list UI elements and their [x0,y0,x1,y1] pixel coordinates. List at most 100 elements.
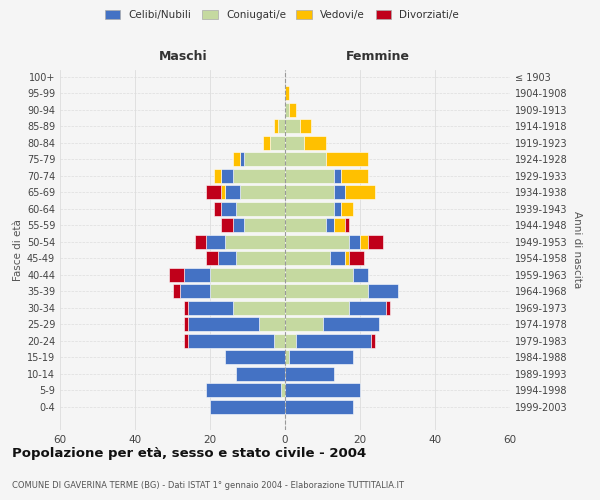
Bar [367,234,383,249]
Bar [221,218,233,232]
Bar [285,103,289,117]
Bar [195,234,206,249]
Bar [349,300,386,314]
Bar [285,202,334,216]
Bar [184,268,210,281]
Bar [285,120,300,134]
Bar [187,300,233,314]
Bar [233,152,240,166]
Bar [180,284,210,298]
Bar [173,284,180,298]
Bar [285,366,334,380]
Bar [345,186,375,200]
Bar [341,169,367,183]
Bar [184,317,187,331]
Bar [371,334,375,347]
Y-axis label: Anni di nascita: Anni di nascita [572,212,582,288]
Bar [300,120,311,134]
Bar [285,400,353,413]
Bar [225,350,285,364]
Bar [285,169,334,183]
Bar [296,334,371,347]
Bar [210,400,285,413]
Bar [244,218,285,232]
Bar [218,251,236,266]
Bar [334,169,341,183]
Bar [233,169,285,183]
Bar [233,300,285,314]
Bar [259,317,285,331]
Bar [187,317,259,331]
Text: Maschi: Maschi [158,50,208,62]
Bar [285,186,334,200]
Bar [330,251,345,266]
Bar [169,268,184,281]
Bar [263,136,270,150]
Text: COMUNE DI GAVERINA TERME (BG) - Dati ISTAT 1° gennaio 2004 - Elaborazione TUTTIT: COMUNE DI GAVERINA TERME (BG) - Dati IST… [12,480,404,490]
Bar [353,268,367,281]
Bar [240,186,285,200]
Bar [289,350,353,364]
Bar [334,218,345,232]
Bar [206,383,281,397]
Bar [334,186,345,200]
Bar [345,218,349,232]
Bar [274,120,277,134]
Text: Femmine: Femmine [346,50,410,62]
Bar [285,300,349,314]
Bar [367,284,398,298]
Bar [221,202,236,216]
Bar [206,186,221,200]
Bar [334,202,341,216]
Bar [277,120,285,134]
Bar [221,169,233,183]
Bar [184,300,187,314]
Bar [270,136,285,150]
Bar [360,234,367,249]
Bar [225,186,240,200]
Bar [206,234,225,249]
Bar [326,218,334,232]
Bar [221,186,225,200]
Bar [323,317,379,331]
Bar [386,300,390,314]
Bar [214,202,221,216]
Bar [349,234,360,249]
Bar [285,383,360,397]
Bar [285,268,353,281]
Bar [214,169,221,183]
Bar [285,251,330,266]
Bar [285,317,323,331]
Bar [244,152,285,166]
Bar [187,334,274,347]
Bar [210,284,285,298]
Bar [285,136,304,150]
Bar [240,152,244,166]
Bar [236,202,285,216]
Bar [345,251,349,266]
Bar [285,350,289,364]
Bar [236,251,285,266]
Bar [184,334,187,347]
Bar [233,218,244,232]
Bar [285,284,367,298]
Bar [341,202,353,216]
Legend: Celibi/Nubili, Coniugati/e, Vedovi/e, Divorziati/e: Celibi/Nubili, Coniugati/e, Vedovi/e, Di… [103,8,461,22]
Bar [349,251,364,266]
Bar [281,383,285,397]
Text: Popolazione per età, sesso e stato civile - 2004: Popolazione per età, sesso e stato civil… [12,448,366,460]
Bar [285,218,326,232]
Bar [289,103,296,117]
Bar [326,152,367,166]
Bar [225,234,285,249]
Y-axis label: Fasce di età: Fasce di età [13,219,23,281]
Bar [210,268,285,281]
Bar [285,86,289,101]
Bar [285,234,349,249]
Bar [285,334,296,347]
Bar [285,152,326,166]
Bar [236,366,285,380]
Bar [274,334,285,347]
Bar [304,136,326,150]
Bar [206,251,218,266]
